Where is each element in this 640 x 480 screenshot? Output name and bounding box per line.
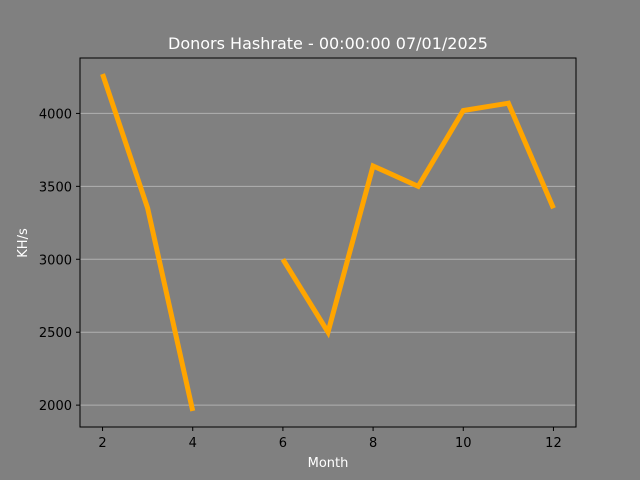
y-tick-label: 2500 (39, 326, 72, 341)
x-tick-label: 6 (279, 436, 287, 451)
y-axis-label: KH/s (16, 228, 31, 258)
y-tick-label: 3000 (39, 253, 72, 268)
x-tick-label: 8 (369, 436, 377, 451)
y-tick-label: 2000 (39, 399, 72, 414)
y-axis-ticks: 2000 2500 3000 3500 4000 (39, 107, 80, 414)
x-tick-label: 10 (455, 436, 472, 451)
chart-title: Donors Hashrate - 00:00:00 07/01/2025 (168, 34, 488, 53)
series-layer (100, 73, 556, 412)
series-line-segment (100, 73, 196, 412)
x-axis-label: Month (308, 456, 349, 471)
series-line-segment (280, 100, 556, 339)
axes-frame (79, 57, 577, 428)
grid-lines (80, 112, 576, 406)
y-tick-label: 3500 (39, 180, 72, 195)
x-tick-label: 4 (189, 436, 197, 451)
x-tick-label: 12 (545, 436, 562, 451)
x-axis-ticks: 2 4 6 8 10 12 (98, 427, 562, 451)
x-tick-label: 2 (98, 436, 106, 451)
y-tick-label: 4000 (39, 107, 72, 122)
